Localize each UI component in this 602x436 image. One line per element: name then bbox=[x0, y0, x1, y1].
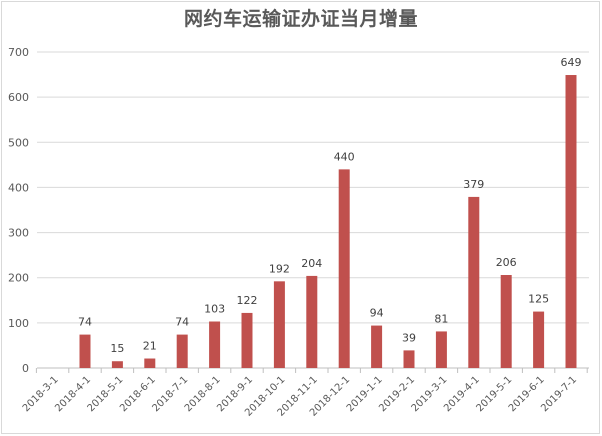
y-tick-label: 500 bbox=[8, 136, 29, 149]
y-axis: 0 100 200 300 400 500 600 700 bbox=[8, 46, 29, 375]
y-tick-label: 700 bbox=[8, 46, 29, 59]
data-label: 94 bbox=[370, 307, 384, 320]
x-tick-label: 2019-7-1 bbox=[539, 374, 579, 414]
bar bbox=[144, 358, 156, 368]
bars bbox=[79, 75, 577, 368]
bar bbox=[500, 275, 512, 368]
bar bbox=[338, 169, 350, 368]
bar bbox=[111, 361, 123, 368]
data-label: 649 bbox=[561, 56, 582, 69]
bar bbox=[403, 350, 415, 368]
data-labels: 74 15 21 74 103 122 192 204 440 94 39 81 379 206 125 64… bbox=[78, 56, 582, 355]
chart-title: 网约车运输证办证当月增量 bbox=[183, 8, 418, 30]
data-label: 379 bbox=[463, 178, 484, 191]
data-label: 192 bbox=[269, 262, 290, 275]
bar bbox=[533, 311, 545, 368]
bar bbox=[306, 275, 318, 368]
bar bbox=[209, 321, 221, 368]
bar bbox=[435, 331, 447, 368]
data-label: 39 bbox=[402, 331, 416, 344]
y-tick-label: 100 bbox=[8, 317, 29, 330]
data-label: 74 bbox=[175, 316, 189, 329]
y-tick-label: 400 bbox=[8, 181, 29, 194]
data-label: 21 bbox=[143, 340, 157, 353]
y-tick-label: 200 bbox=[8, 272, 29, 285]
y-tick-label: 600 bbox=[8, 91, 29, 104]
bar bbox=[241, 312, 253, 368]
data-label: 15 bbox=[110, 342, 124, 355]
data-label: 74 bbox=[78, 316, 92, 329]
data-label: 103 bbox=[204, 303, 225, 316]
bar bbox=[79, 334, 91, 368]
bar bbox=[273, 281, 285, 368]
bar bbox=[565, 75, 577, 368]
data-label: 122 bbox=[237, 294, 258, 307]
bar bbox=[468, 196, 480, 368]
data-label: 204 bbox=[301, 257, 322, 270]
x-axis: 2018-3-12018-4-12018-5-12018-6-12018-7-1… bbox=[21, 368, 588, 419]
y-tick-label: 0 bbox=[22, 362, 29, 375]
bar bbox=[371, 325, 383, 368]
y-tick-label: 300 bbox=[8, 227, 29, 240]
data-label: 206 bbox=[496, 256, 517, 269]
data-label: 125 bbox=[528, 293, 549, 306]
bar bbox=[176, 334, 188, 368]
data-label: 440 bbox=[334, 150, 355, 163]
data-label: 81 bbox=[434, 312, 448, 325]
